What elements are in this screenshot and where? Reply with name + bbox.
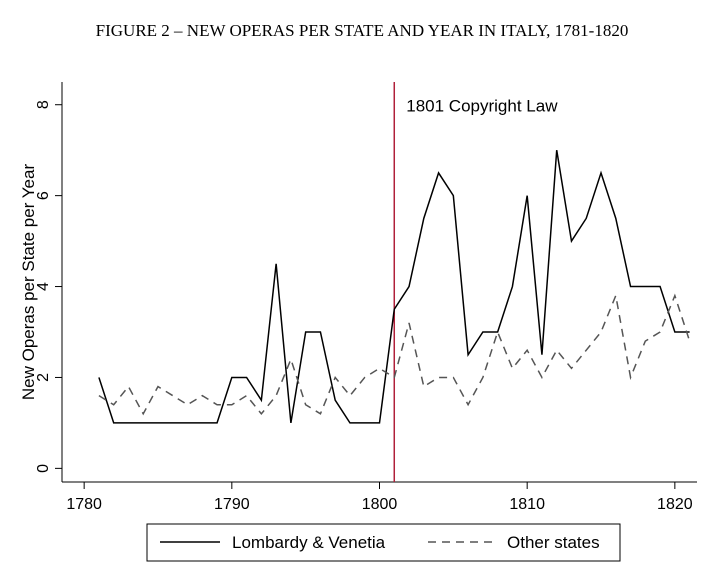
x-tick-label: 1790 — [214, 496, 250, 513]
x-tick-label: 1810 — [509, 496, 545, 513]
x-axis-ticks: 1780 1790 1800 1810 1820 — [66, 482, 693, 513]
copyright-law-annotation: 1801 Copyright Law — [406, 97, 558, 116]
y-tick-label: 2 — [35, 373, 52, 382]
x-tick-label: 1800 — [362, 496, 398, 513]
x-tick-label: 1780 — [66, 496, 102, 513]
y-tick-label: 0 — [35, 464, 52, 473]
legend-label-other: Other states — [507, 533, 600, 552]
y-tick-label: 6 — [35, 191, 52, 200]
series-layer — [98, 150, 691, 424]
series-line-other-states — [98, 292, 691, 416]
legend-label-lombardy: Lombardy & Venetia — [232, 533, 386, 552]
chart-title: FIGURE 2 – NEW OPERAS PER STATE AND YEAR… — [96, 21, 629, 40]
series-line-lombardy-venetia — [98, 150, 690, 424]
legend-box — [146, 523, 621, 562]
y-axis-title: New Operas per State per Year — [19, 164, 38, 401]
legend: Lombardy & Venetia Other states — [146, 523, 621, 562]
y-tick-label: 8 — [35, 100, 52, 109]
y-tick-label: 4 — [35, 282, 52, 291]
y-axis-ticks: 0 2 4 6 8 — [35, 100, 62, 473]
x-tick-label: 1820 — [657, 496, 693, 513]
